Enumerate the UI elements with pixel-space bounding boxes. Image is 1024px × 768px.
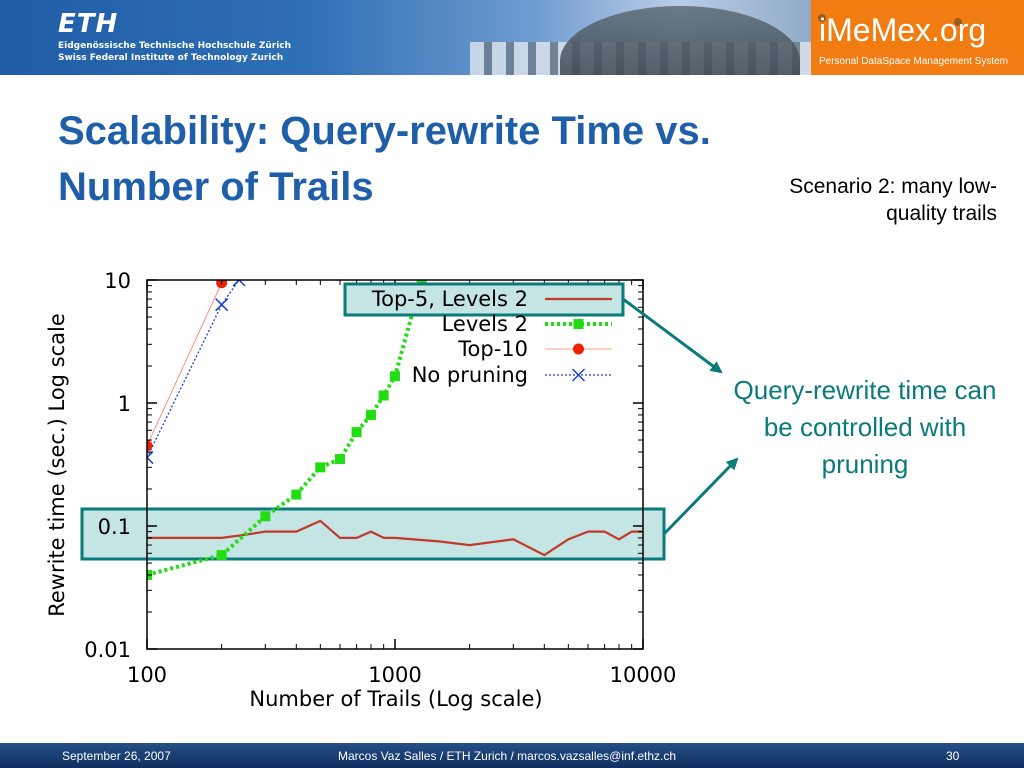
arrow-to-band <box>662 457 739 536</box>
eth-logo: ETH <box>58 9 119 39</box>
y-tick-label: 1 <box>118 392 131 416</box>
legend-marker <box>573 319 584 329</box>
scenario-note: Scenario 2: many low-quality trails <box>789 175 997 225</box>
legend-marker <box>573 343 584 355</box>
footer-bar: September 26, 2007 Marcos Vaz Salles / E… <box>0 743 1024 768</box>
series-line-3 <box>147 282 223 446</box>
footer-date: September 26, 2007 <box>62 749 171 763</box>
data-point <box>232 280 246 287</box>
y-axis-title: Rewrite time (sec.) Log scale <box>45 313 69 617</box>
data-point <box>147 451 154 465</box>
slide-title: Scalability: Query-rewrite Time vs. Numb… <box>58 109 711 209</box>
highlight-box <box>80 507 666 561</box>
imemex-title: iMeMex.org <box>819 12 987 48</box>
imemex-logo: iMeMex.org Personal DataSpace Management… <box>811 0 1024 75</box>
legend-label: No pruning <box>412 363 528 387</box>
data-point <box>147 440 153 452</box>
legend-label: Levels 2 <box>442 312 528 336</box>
y-tick-label: 10 <box>104 269 131 293</box>
series-line-2 <box>147 280 424 577</box>
data-point <box>334 454 345 465</box>
header-banner: ETH Eidgenössische Technische Hochschule… <box>0 0 1024 75</box>
data-point <box>216 550 227 561</box>
data-point <box>215 298 229 312</box>
page-number: 30 <box>946 749 960 763</box>
eth-name-english: Swiss Federal Institute of Technology Zu… <box>58 53 284 63</box>
legend-label: Top-5, Levels 2 <box>371 287 528 311</box>
footer-author: Marcos Vaz Salles / ETH Zurich / marcos.… <box>338 749 677 763</box>
legend-label: Top-10 <box>457 337 528 361</box>
arrow-to-legend <box>622 297 723 374</box>
series-line-4 <box>147 280 240 458</box>
x-tick-label: 100 <box>127 663 167 687</box>
x-axis-title: Number of Trails (Log scale) <box>249 687 542 711</box>
data-point <box>291 489 302 500</box>
y-tick-label: 0.1 <box>98 515 131 539</box>
eth-name-german: Eidgenössische Technische Hochschule Zür… <box>58 41 292 51</box>
y-tick-label: 0.01 <box>84 638 131 662</box>
data-point <box>351 427 362 438</box>
series-line-1 <box>147 519 643 557</box>
data-point <box>390 371 400 382</box>
callout-text: Query-rewrite time can be controlled wit… <box>733 375 997 479</box>
imemex-dot-icon <box>954 18 962 26</box>
x-tick-label: 1000 <box>368 663 421 687</box>
plot-frame <box>146 279 644 650</box>
imemex-subtitle: Personal DataSpace Management System <box>819 56 1008 67</box>
data-point <box>378 390 389 401</box>
legend-marker <box>571 368 586 382</box>
data-point <box>260 511 271 522</box>
data-point <box>365 409 376 420</box>
x-tick-label: 10000 <box>610 663 677 687</box>
data-point <box>315 462 326 473</box>
imemex-dot-icon <box>818 14 826 22</box>
